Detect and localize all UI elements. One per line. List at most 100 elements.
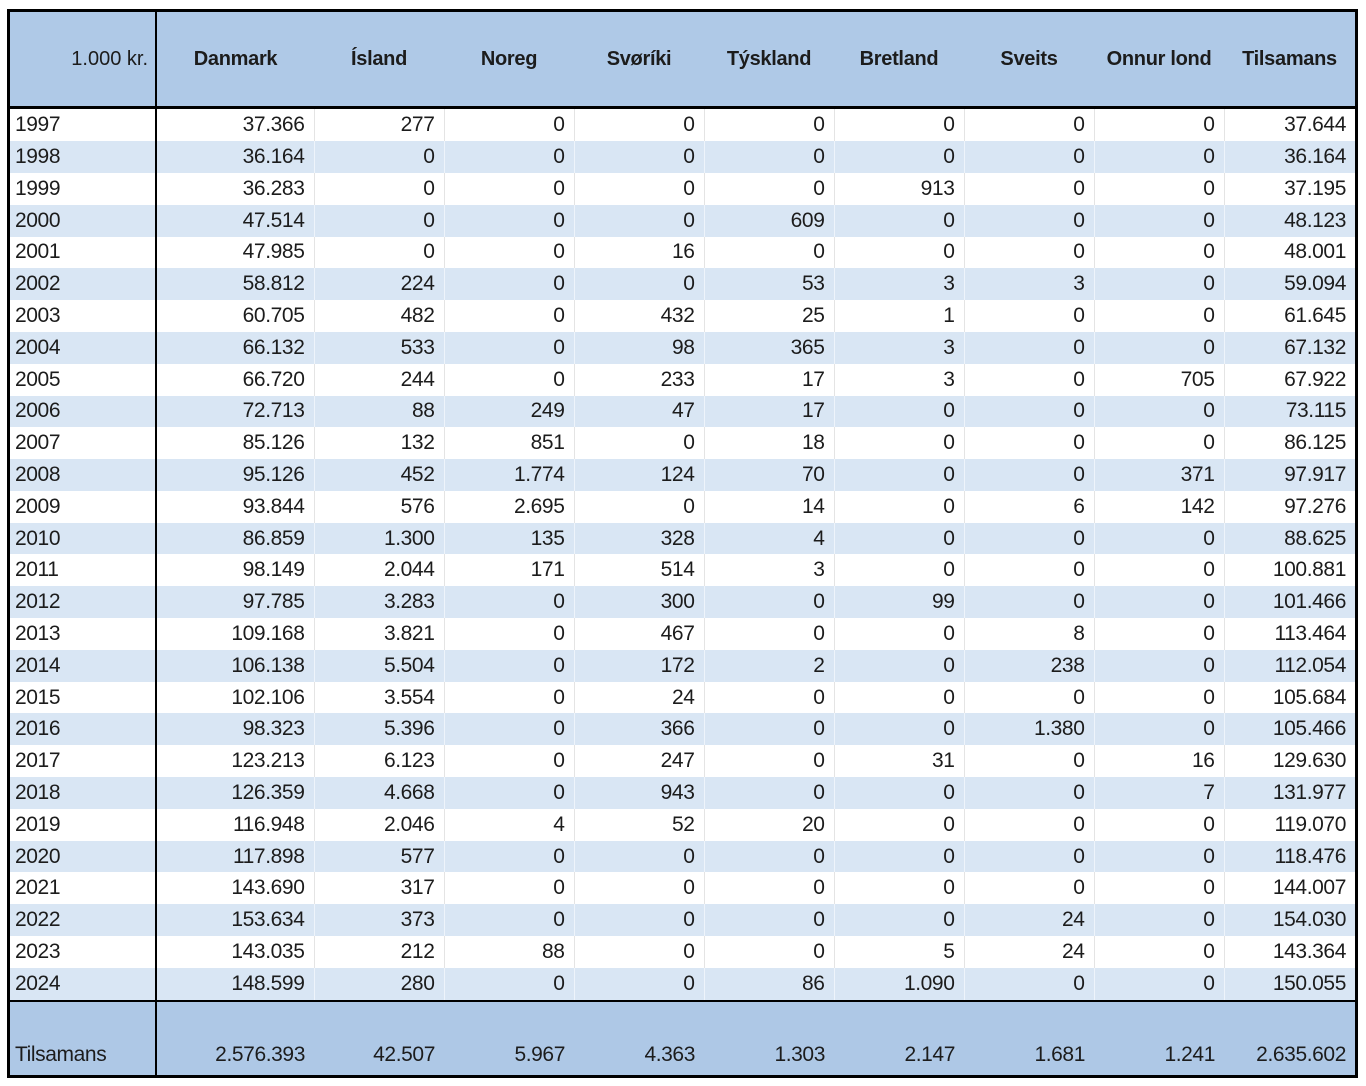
- value-cell: 0: [574, 204, 705, 237]
- column-header-8: Tilsamans: [1224, 12, 1355, 109]
- value-cell: 85.126: [156, 427, 315, 460]
- value-cell: 0: [1094, 840, 1225, 873]
- column-header-7: Onnur lond: [1094, 12, 1224, 109]
- value-cell: 0: [574, 840, 705, 873]
- value-cell: 47.985: [156, 236, 315, 269]
- value-cell: 0: [1094, 872, 1225, 905]
- value-cell: 0: [444, 363, 575, 396]
- value-cell: 86: [704, 967, 835, 1001]
- total-row-label: Tilsamans: [10, 1000, 157, 1075]
- value-cell: 112.054: [1274, 653, 1346, 677]
- value-cell: 106.138: [156, 649, 315, 682]
- value-cell: 132: [314, 427, 445, 460]
- table-row: 2012 97.785 3.283 0 300 0 99 0 0 101.466: [10, 586, 1355, 619]
- value-cell: 24: [574, 681, 705, 714]
- year-cell: 2008: [10, 459, 157, 491]
- value-cell: 0: [964, 204, 1095, 237]
- value-cell: 0: [964, 459, 1095, 491]
- value-cell: 4: [704, 522, 835, 555]
- total-value-cell: 2.576.393: [156, 1000, 314, 1075]
- value-cell: 0: [1094, 236, 1225, 269]
- column-header-4: Týskland: [704, 12, 834, 109]
- table-row: 2009 93.844 576 2.695 0 14 0 6 142 97.276: [10, 490, 1355, 523]
- table-row: 2019 116.948 2.046 4 52 20 0 0 0 119.070: [10, 808, 1355, 841]
- value-cell: 244: [314, 363, 445, 396]
- value-cell: 365: [704, 331, 835, 364]
- value-cell: 16: [574, 236, 705, 269]
- column-header-1: Ísland: [314, 12, 444, 109]
- value-cell: 8: [964, 618, 1095, 650]
- value-cell: 0: [444, 331, 575, 364]
- value-cell: 0: [834, 522, 965, 555]
- year-cell: 2010: [10, 522, 157, 555]
- value-cell: 0: [834, 681, 965, 714]
- value-cell: 52: [574, 808, 705, 841]
- value-cell: 371: [1094, 459, 1225, 491]
- value-cell: 66.720: [156, 363, 315, 396]
- value-cell: 73.115: [1285, 399, 1347, 423]
- value-cell: 0: [964, 808, 1095, 841]
- value-cell: 131.977: [1272, 780, 1347, 804]
- value-cell: 143.364: [1272, 939, 1347, 963]
- value-cell: 109.168: [156, 618, 315, 650]
- value-cell: 609: [704, 204, 835, 237]
- value-cell: 5.396: [314, 713, 445, 746]
- value-cell: 143.035: [156, 936, 315, 968]
- value-cell: 17: [704, 363, 835, 396]
- year-cell: 2003: [10, 300, 157, 332]
- value-cell: 3: [964, 268, 1095, 301]
- value-cell: 150.055: [1272, 971, 1347, 995]
- value-cell: 577: [314, 840, 445, 873]
- value-cell: 366: [574, 713, 705, 746]
- value-cell: 0: [834, 236, 965, 269]
- value-cell: 0: [444, 236, 575, 269]
- year-cell: 2015: [10, 681, 157, 714]
- value-cell: 0: [574, 904, 705, 937]
- unit-label: 1.000 kr.: [10, 12, 157, 109]
- value-cell: 233: [574, 363, 705, 396]
- value-cell: 4.668: [314, 777, 445, 809]
- value-cell: 0: [834, 840, 965, 873]
- value-cell: 0: [1094, 522, 1225, 555]
- table-row: 2016 98.323 5.396 0 366 0 0 1.380 0 105.466: [10, 713, 1355, 746]
- value-cell: 943: [574, 777, 705, 809]
- year-cell: 2022: [10, 904, 157, 937]
- value-cell: 705: [1094, 363, 1225, 396]
- value-cell: 67.922: [1284, 367, 1346, 391]
- value-cell: 0: [704, 681, 835, 714]
- value-cell: 0: [1094, 808, 1225, 841]
- value-cell: 0: [964, 586, 1095, 619]
- year-cell: 2020: [10, 840, 157, 873]
- value-cell: 67.132: [1284, 335, 1346, 359]
- year-cell: 2016: [10, 713, 157, 746]
- value-cell: 0: [1094, 681, 1225, 714]
- value-cell: 59.094: [1284, 272, 1346, 296]
- value-cell: 0: [964, 427, 1095, 460]
- total-row: Tilsamans 2.576.393 42.507 5.967 4.363 1.303…: [10, 1000, 1355, 1075]
- value-cell: 280: [314, 967, 445, 1001]
- value-cell: 0: [704, 618, 835, 650]
- table-row: 2022 153.634 373 0 0 0 0 24 0 154.030: [10, 904, 1355, 937]
- total-value-cell: 1.681: [964, 1000, 1094, 1075]
- value-cell: 533: [314, 331, 445, 364]
- value-cell: 100.881: [1272, 558, 1347, 582]
- value-cell: 98.149: [156, 554, 315, 587]
- value-cell: 48.001: [1284, 240, 1346, 264]
- value-cell: 0: [444, 904, 575, 937]
- total-value-cell: 5.967: [444, 1000, 574, 1075]
- year-cell: 2009: [10, 490, 157, 523]
- value-cell: 105.466: [1272, 717, 1347, 741]
- value-cell: 6: [964, 490, 1095, 523]
- table-row: 2020 117.898 577 0 0 0 0 0 0 118.476: [10, 840, 1355, 873]
- value-cell: 143.690: [156, 872, 315, 905]
- value-cell: 373: [314, 904, 445, 937]
- value-cell: 224: [314, 268, 445, 301]
- value-cell: 0: [444, 649, 575, 682]
- value-cell: 913: [834, 172, 965, 205]
- value-cell: 0: [574, 936, 705, 968]
- value-cell: 514: [574, 554, 705, 587]
- value-cell: 0: [704, 777, 835, 809]
- value-cell: 37.366: [156, 107, 315, 142]
- value-cell: 0: [834, 427, 965, 460]
- table-row: 2007 85.126 132 851 0 18 0 0 0 86.125: [10, 427, 1355, 460]
